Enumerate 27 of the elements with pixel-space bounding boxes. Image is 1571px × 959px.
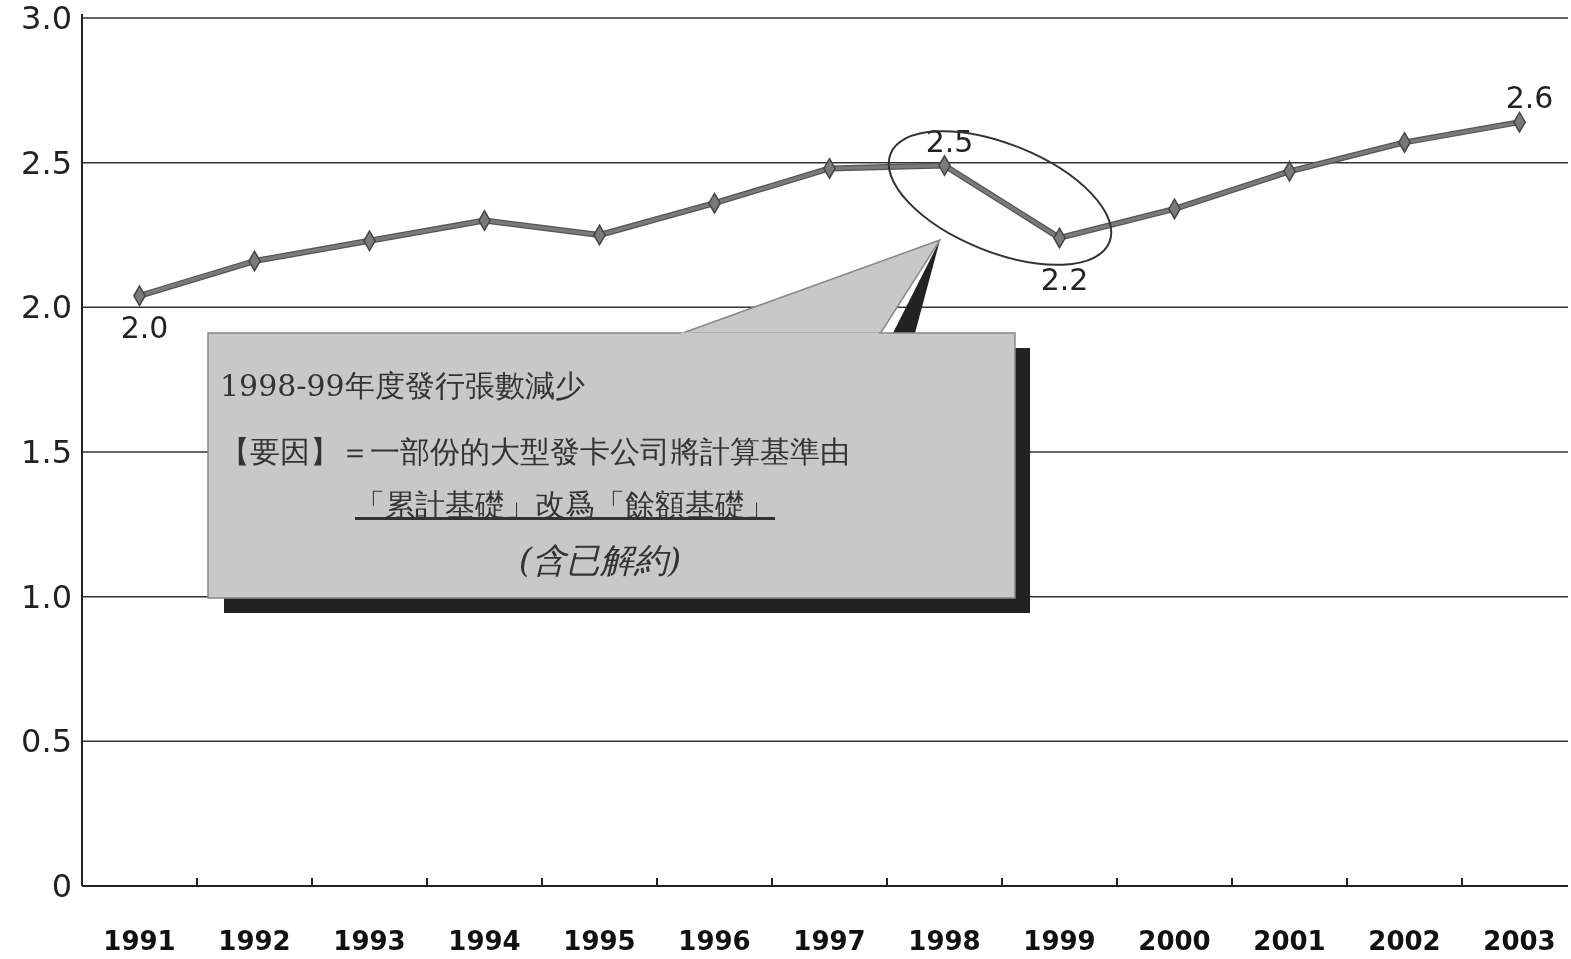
x-tick-label: 1993	[333, 926, 406, 956]
x-tick-label: 1995	[563, 926, 636, 956]
x-tick-label: 2000	[1138, 926, 1211, 956]
annotation: 「累計基礎」改爲「餘額基礎」	[355, 487, 775, 522]
x-tick-label: 1996	[678, 926, 751, 956]
y-tick-label: 2.5	[21, 143, 72, 182]
x-tick-label: 2001	[1253, 926, 1326, 956]
x-tick-label: 2003	[1483, 926, 1556, 956]
y-tick-label: 2.0	[21, 288, 72, 327]
x-tick-label: 1994	[448, 926, 521, 956]
annotation: 1998-99年度發行張數減少	[220, 368, 585, 403]
x-tick-label: 1992	[218, 926, 291, 956]
annotation: (含已解約)	[518, 540, 682, 580]
annotation: 【要因】＝一部份的大型發卡公司將計算基準由	[220, 434, 850, 469]
y-tick-label: 0	[51, 867, 72, 905]
data-label: 2.0	[120, 309, 169, 345]
x-tick-label: 1999	[1023, 926, 1096, 956]
data-label: 2.2	[1040, 261, 1089, 297]
x-tick-label: 1991	[103, 926, 176, 956]
data-label: 2.6	[1505, 80, 1554, 116]
y-tick-label: 0.5	[21, 722, 72, 761]
x-tick-label: 2002	[1368, 926, 1441, 956]
y-tick-label: 1.0	[21, 577, 72, 616]
y-tick-label: 3.0	[21, 0, 72, 37]
x-tick-label: 1997	[793, 926, 866, 956]
x-tick-label: 1998	[908, 926, 981, 956]
y-tick-label: 1.5	[21, 433, 72, 471]
